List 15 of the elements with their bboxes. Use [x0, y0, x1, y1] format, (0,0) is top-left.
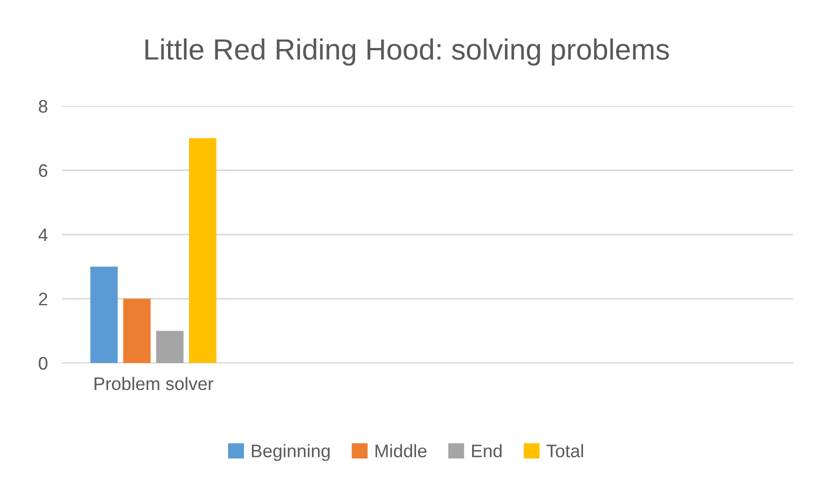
y-tick-label: 0 [38, 356, 48, 370]
y-tick-label: 6 [38, 164, 48, 177]
y-tick-label: 4 [38, 228, 48, 242]
y-tick-label: 8 [38, 100, 48, 113]
legend-label: Middle [376, 444, 426, 458]
y-tick-label: 2 [38, 292, 48, 306]
bar [189, 138, 216, 363]
chart-title: Little Red Riding Hood: solving problems [145, 38, 669, 66]
x-tick-label: Problem solver [94, 376, 214, 390]
bar [156, 330, 184, 363]
legend-label: End [472, 444, 502, 458]
legend-label: Beginning [252, 444, 330, 461]
legend-label: Total [546, 444, 584, 458]
bar [90, 266, 118, 363]
bar [123, 298, 151, 363]
